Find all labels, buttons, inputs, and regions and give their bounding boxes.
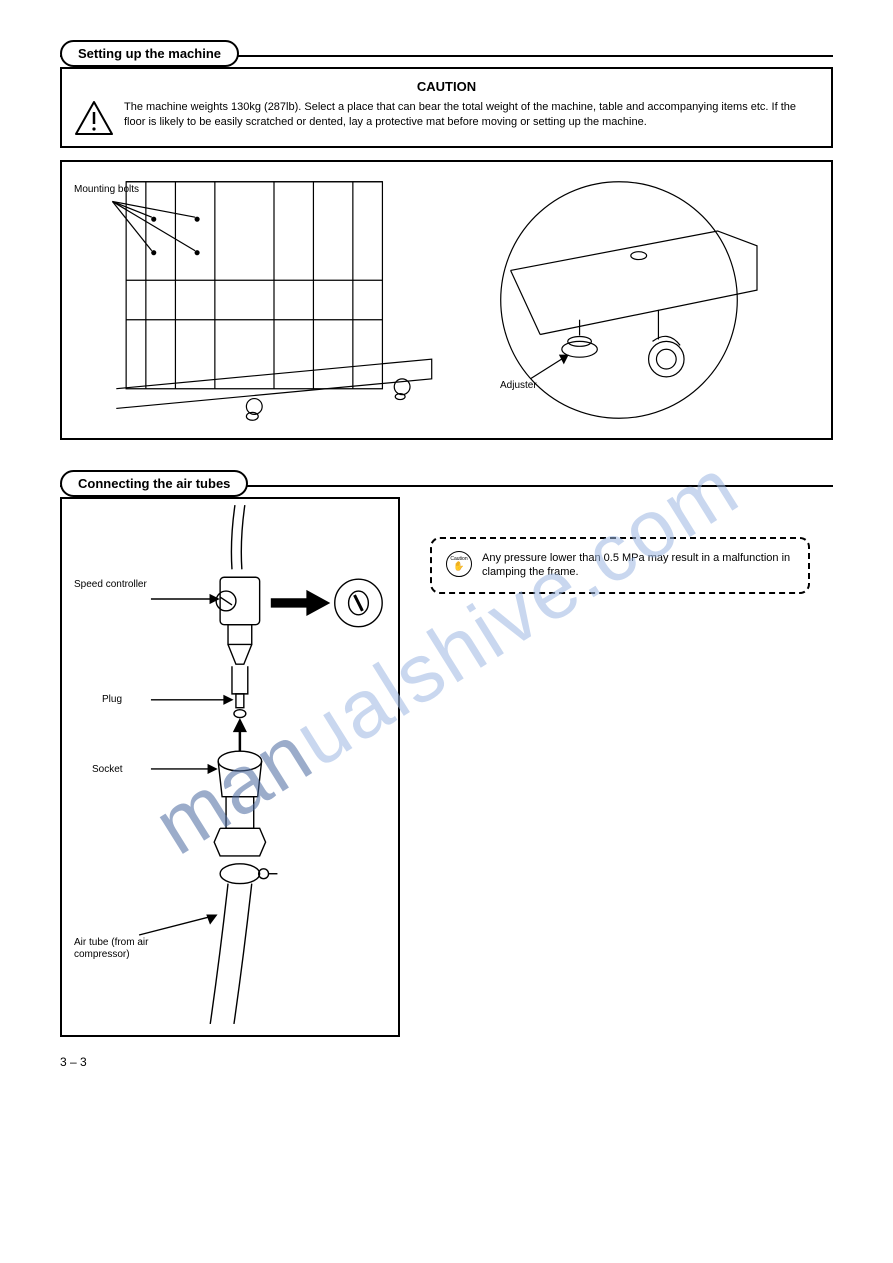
- machine-frame-svg: [62, 162, 831, 438]
- label-socket: Socket: [92, 764, 123, 776]
- label-speed-controller: Speed controller: [74, 579, 147, 591]
- caution-heading: CAUTION: [74, 79, 819, 94]
- page-number: 3 – 3: [60, 1055, 833, 1069]
- caution-box: CAUTION The machine weights 130kg (287lb…: [60, 67, 833, 148]
- label-adjuster: Adjuster: [500, 380, 537, 392]
- label-mounting-bolts: Mounting bolts: [74, 184, 139, 196]
- figure-machine-base: Mounting bolts Adjuster: [60, 160, 833, 440]
- label-air-tube: Air tube (from air compressor): [74, 937, 164, 961]
- warning-triangle-icon: [74, 100, 114, 136]
- section-b-title: Connecting the air tubes: [60, 470, 248, 497]
- section-b-row: Speed controller Plug Socket Air tube (f…: [60, 497, 833, 1037]
- label-plug: Plug: [102, 694, 122, 706]
- caution-hand-icon: Caution ✋: [446, 551, 472, 577]
- label-speed-controller-text: Speed controller: [74, 579, 147, 590]
- section-a-title: Setting up the machine: [60, 40, 239, 67]
- air-pressure-caution-text: Any pressure lower than 0.5 MPa may resu…: [482, 551, 794, 580]
- caution-text: The machine weights 130kg (287lb). Selec…: [124, 100, 819, 130]
- air-pressure-caution-box: Caution ✋ Any pressure lower than 0.5 MP…: [430, 537, 810, 594]
- figure-air-tube: Speed controller Plug Socket Air tube (f…: [60, 497, 400, 1037]
- page-root: Setting up the machine CAUTION The machi…: [0, 0, 893, 1089]
